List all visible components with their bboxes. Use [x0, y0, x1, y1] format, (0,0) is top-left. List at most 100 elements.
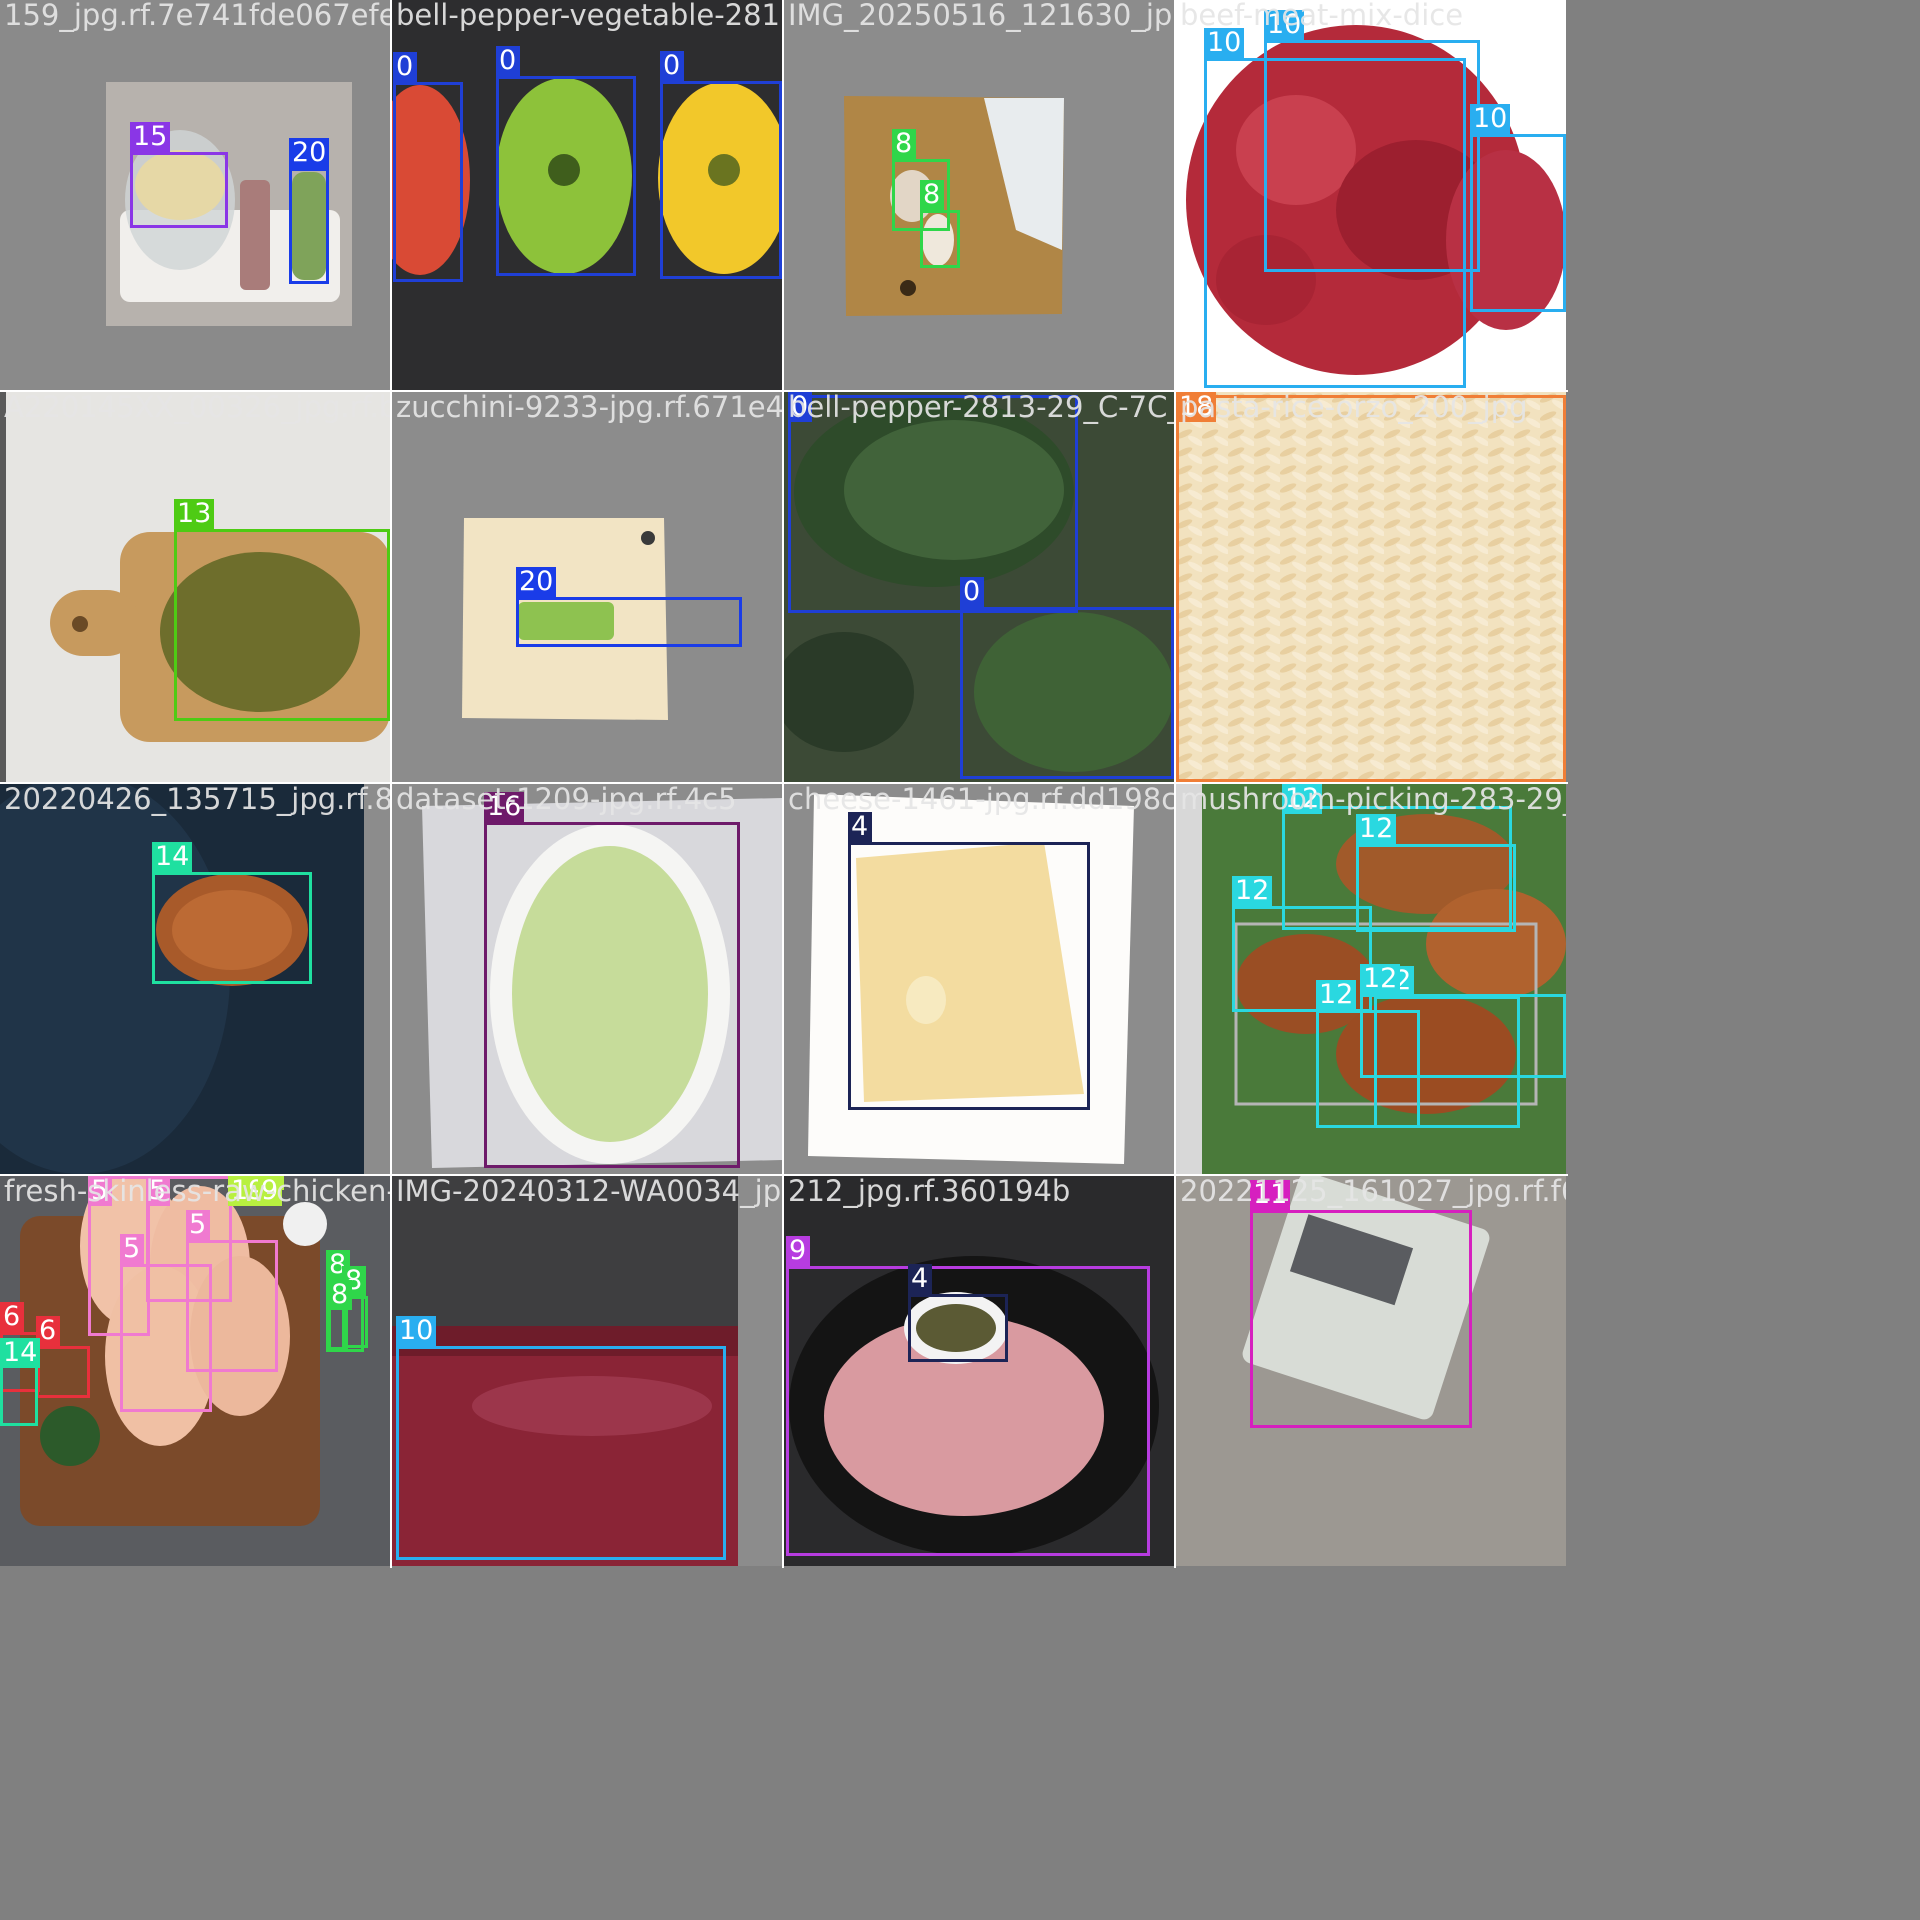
detection-box: [146, 1176, 232, 1302]
detection-label: 5: [88, 1176, 112, 1206]
detection-label: 5: [186, 1210, 210, 1240]
grid-divider: [782, 0, 784, 1568]
detection-box: [788, 395, 1078, 613]
detection-label: 10: [1470, 104, 1511, 134]
detection-box: [396, 1346, 726, 1560]
detection-label: 14: [0, 1338, 41, 1368]
detection-label: 13: [174, 499, 215, 529]
sliced-meat-and-olives-on-plate-photo: [784, 1176, 1174, 1566]
detection-label: 8: [328, 1280, 352, 1310]
grid-divider: [1174, 0, 1176, 1568]
detection-label: 20: [516, 567, 557, 597]
detection-mosaic: 159_jpg.rf.7e741fde067efec 15 20 bell-peppe…: [0, 0, 1568, 1568]
grid-divider: [0, 1174, 1568, 1176]
grid-divider: [0, 390, 1568, 392]
mushrooms-in-basket-on-grass-photo: [1176, 784, 1566, 1174]
detection-box: [496, 76, 636, 276]
detection-label: 0: [660, 51, 684, 81]
three-bell-peppers-red-green-yellow-photo: [392, 0, 782, 390]
detection-box: [393, 82, 463, 282]
detection-label: 10: [1264, 10, 1305, 40]
detection-label: 12: [1232, 876, 1273, 906]
detection-box: [660, 81, 782, 279]
detection-box: [786, 1266, 1150, 1556]
detection-box: [328, 1306, 348, 1350]
detection-label: 0: [788, 392, 812, 422]
detection-box: [908, 1294, 1008, 1362]
detection-box: [289, 168, 329, 284]
mosaic-tile: 20221125_161027_jpg.rf.f6c 11: [1176, 1176, 1566, 1566]
mosaic-tile: fresh-skinless-raw-chicken-legs555519966…: [0, 1176, 390, 1566]
olives-on-cutting-board-photo: [0, 392, 390, 782]
detection-box: [1360, 994, 1566, 1078]
tile-filename: cheese-1461-jpg.rf.dd198cd06: [788, 784, 1174, 816]
mosaic-tile: 20220426_135715_jpg.rf.83 14: [0, 784, 390, 1174]
tile-filename: bell-pepper-vegetable-2813-29_: [396, 0, 782, 32]
tile-filename: IMG-20240312-WA0034_jpg: [396, 1176, 782, 1208]
tile-filename: 20220426_135715_jpg.rf.83: [4, 784, 390, 816]
detection-box: [1356, 844, 1516, 932]
mosaic-tile: IMG-20240312-WA0034_jpg 10: [392, 1176, 782, 1566]
detection-box: [1176, 395, 1566, 782]
grid-divider: [390, 0, 392, 1568]
detection-box: [1250, 1210, 1472, 1428]
detection-label: 8: [892, 129, 916, 159]
garlic-cloves-on-wooden-board-photo: [784, 0, 1174, 390]
detection-label: 10: [396, 1316, 437, 1346]
tile-filename: fresh-skinless-raw-chicken-legs: [4, 1176, 390, 1208]
detection-label: 5: [146, 1176, 170, 1206]
orzo-pasta-closeup-photo: [1176, 392, 1566, 782]
raw-beef-closeup-photo: [392, 1176, 782, 1566]
detection-box: [1316, 1010, 1420, 1128]
detection-box: [1232, 906, 1372, 1012]
mosaic-tile: bell-pepper-vegetable-2813-29_ 0 0 0: [392, 0, 782, 390]
detection-label: 0: [496, 46, 520, 76]
tile-filename: 159_jpg.rf.7e741fde067efec: [4, 0, 390, 32]
detection-label: 18: [1176, 392, 1217, 422]
detection-label: 4: [848, 812, 872, 842]
raw-red-meat-chunks-photo: [1176, 0, 1566, 390]
tile-filename: 20221125_161027_jpg.rf.f6c: [1180, 1176, 1566, 1208]
detection-box: [120, 1264, 212, 1412]
tile-filename: pasta-rice-orzo_200_jpg: [1180, 392, 1528, 424]
tile-filename: mushroom-picking-283-29_: [1180, 784, 1566, 816]
tray-with-glass-of-pasta-and-cucumber-photo: [0, 0, 390, 390]
detection-label: 12: [1360, 964, 1401, 994]
onion-on-dark-pan-photo: [0, 784, 390, 1174]
detection-box: [1204, 58, 1466, 388]
detection-box: [1374, 996, 1520, 1128]
mosaic-tile: mushroom-picking-283-29_121212121212: [1176, 784, 1566, 1174]
detection-box: [1470, 134, 1566, 312]
detection-box: [1282, 806, 1512, 930]
detection-box: [152, 872, 312, 984]
tile-filename: zucchini-9233-jpg.rf.671e4c4: [396, 392, 782, 424]
tile-filename: dataset-1209-jpg.rf.4c5: [396, 784, 737, 816]
detection-box: [848, 842, 1090, 1110]
mosaic-tile: pasta-rice-orzo_200_jpg 18: [1176, 392, 1566, 782]
mosaic-tile: A220145XX_00326_jpg.rf.b 13: [0, 392, 390, 782]
detection-box: [130, 152, 228, 228]
detection-label: 11: [1250, 1180, 1291, 1210]
tile-filename: A220145XX_00326_jpg.rf.b: [4, 392, 390, 424]
detection-box: [960, 607, 1174, 779]
detection-label: 6: [0, 1302, 24, 1332]
mosaic-tile: dataset-1209-jpg.rf.4c5 16: [392, 784, 782, 1174]
detection-box: [0, 1358, 38, 1426]
mosaic-tile: 159_jpg.rf.7e741fde067efec 15 20: [0, 0, 390, 390]
detection-box: [186, 1240, 278, 1372]
detection-box: [1264, 40, 1480, 272]
detection-box: [342, 1296, 368, 1348]
detection-label: 5: [120, 1234, 144, 1264]
mosaic-tile: cheese-1461-jpg.rf.dd198cd064: [784, 784, 1174, 1174]
detection-label: 8: [920, 180, 944, 210]
green-peppers-on-plant-photo: [784, 392, 1174, 782]
detection-label: 10: [1204, 28, 1245, 58]
detection-box: [174, 529, 390, 721]
grid-divider: [0, 782, 1568, 784]
detection-box: [484, 822, 740, 1168]
green-peas-in-white-dish-photo: [392, 784, 782, 1174]
zucchini-slice-on-parchment-photo: [392, 392, 782, 782]
mosaic-tile: zucchini-9233-jpg.rf.671e4c4 20: [392, 392, 782, 782]
detection-box: [36, 1346, 90, 1398]
tile-filename: IMG_20250516_121630_jpg: [788, 0, 1174, 32]
